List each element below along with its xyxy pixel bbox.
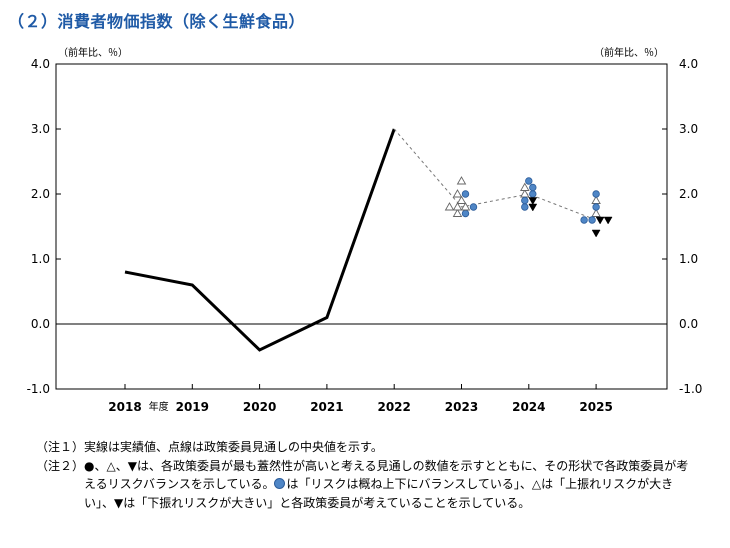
x-tick-label: 2018: [108, 400, 141, 414]
upside-risk-triangle: [456, 195, 467, 204]
y-tick-label-right: 3.0: [679, 122, 698, 136]
y-tick-label-right: -1.0: [679, 382, 702, 396]
y-tick-label-left: -1.0: [27, 382, 50, 396]
median-dot: [521, 203, 529, 211]
upside-risk-triangle: [444, 202, 455, 211]
chart-title: （２）消費者物価指数（除く生鮮食品）: [8, 12, 306, 31]
upside-risk-triangle: [520, 182, 530, 191]
y-tick-label-left: 2.0: [31, 187, 50, 201]
median-dot: [461, 209, 470, 218]
x-tick-label: 2023: [445, 400, 478, 414]
note-label: （注１）: [36, 440, 85, 454]
y-tick-label-left: 0.0: [31, 317, 50, 331]
x-tick-label: 2025: [579, 400, 612, 414]
note-text-part: 実線は実績値、点線は政策委員見通しの中央値を示す。: [84, 440, 383, 454]
note-text: 実線は実績値、点線は政策委員見通しの中央値を示す。: [84, 438, 696, 457]
actual-line: [124, 128, 396, 352]
note-text: ●、△、▼は、各政策委員が最も蓋然性が高いと考える見通しの数値を示すとともに、そ…: [84, 457, 696, 513]
blue-dot-icon: [274, 478, 286, 489]
upside-risk-triangle: [452, 189, 463, 198]
x-tick-label: 2022: [377, 400, 410, 414]
downside-risk-triangle: [528, 197, 538, 206]
upside-risk-triangle: [460, 202, 471, 211]
fiscal-year-label: 年度: [149, 400, 169, 413]
downside-risk-triangle: [591, 229, 601, 238]
y-tick-label-left: 3.0: [31, 122, 50, 136]
median-dot: [580, 216, 588, 224]
median-dot: [525, 177, 533, 185]
y-tick-label-left: 1.0: [31, 252, 50, 266]
median-dot: [592, 203, 600, 211]
y-tick-label-right: 2.0: [679, 187, 698, 201]
upside-risk-triangle: [452, 202, 463, 211]
median-dot: [529, 183, 537, 192]
median-dot: [592, 190, 600, 198]
note-text-part: は「リスクは概ね上下にバランスしている」、△は「上振れリスクが大きい」、▼は「下…: [84, 477, 674, 510]
y-tick-label-right: 4.0: [679, 57, 698, 71]
note-text-part: ●、△、▼は、各政策委員が最も蓋然性が高いと考える見通しの数値を示すとともに、そ…: [84, 458, 689, 492]
upside-risk-triangle: [456, 176, 467, 185]
y-tick-label-right: 0.0: [679, 317, 698, 331]
median-dot: [469, 203, 478, 211]
x-tick-label: 2020: [243, 400, 276, 414]
upside-risk-triangle: [452, 208, 463, 217]
x-tick-label: 2024: [512, 400, 545, 414]
y-tick-label-left: 4.0: [31, 57, 50, 71]
upside-risk-triangle: [591, 208, 601, 217]
median-dot: [529, 190, 537, 198]
cpi-chart: 4.0 4.0 3.0 3.0 2.0 2.0 1.0 1.0 0.0 0.0 -1.0 -1.0 20…: [27, 57, 703, 414]
upside-risk-triangle: [520, 189, 530, 198]
note-1: （注１） 実線は実績値、点線は政策委員見通しの中央値を示す。: [36, 438, 696, 457]
median-dot: [521, 196, 529, 205]
downside-risk-triangle: [603, 216, 613, 225]
notes: （注１） 実線は実績値、点線は政策委員見通しの中央値を示す。 （注２） ●、△、▼は、…: [36, 438, 696, 512]
x-tick-label: 2021: [310, 400, 343, 414]
downside-risk-triangle: [528, 203, 538, 212]
median-dot: [588, 216, 596, 224]
downside-risk-triangle: [595, 216, 605, 225]
median-dot: [461, 190, 470, 198]
note-label: （注２）: [36, 458, 85, 473]
y-tick-label-right: 1.0: [679, 252, 698, 266]
note-2: （注２） ●、△、▼は、各政策委員が最も蓋然性が高いと考える見通しの数値を示すとと…: [36, 457, 696, 513]
y-axis-unit-right: （前年比、％）: [594, 48, 664, 59]
y-axis-unit-left: （前年比、％）: [58, 48, 128, 59]
plot-frame: [55, 63, 668, 390]
x-tick-label: 2019: [176, 400, 209, 414]
median-forecast-line: [393, 128, 597, 221]
